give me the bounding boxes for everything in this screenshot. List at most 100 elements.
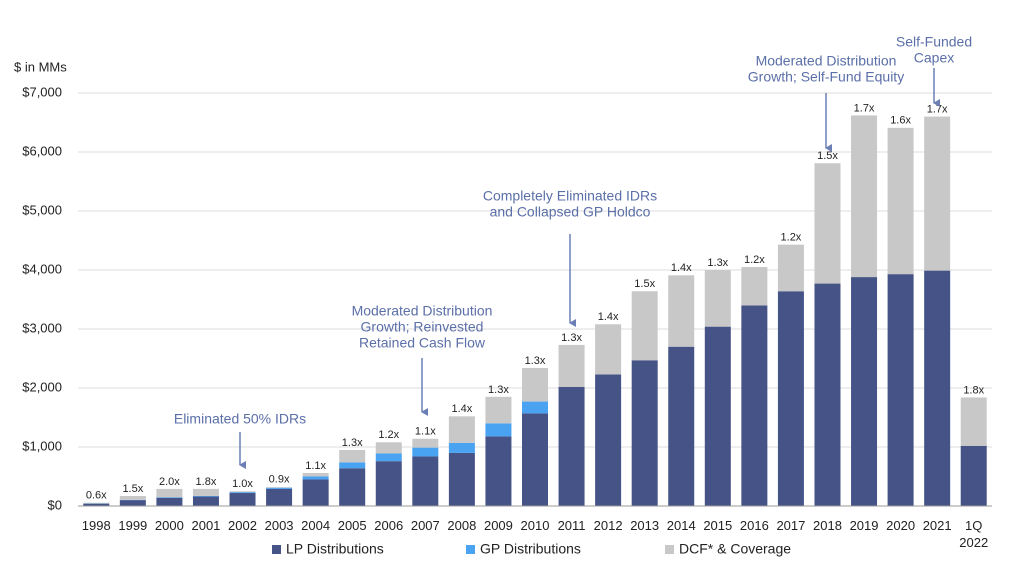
coverage-label: 1.3x <box>342 437 363 449</box>
coverage-label: 1.6x <box>890 115 911 127</box>
bar-segment <box>814 163 841 284</box>
legend-swatch <box>665 545 674 554</box>
bar-segment <box>412 438 439 448</box>
bar-segment <box>960 445 987 506</box>
coverage-label: 1.7x <box>927 104 948 116</box>
y-axis-label: $ in MMs <box>14 59 67 74</box>
bar-segment <box>339 462 366 469</box>
x-tick-label: 2010 <box>520 518 550 533</box>
bar-segment <box>83 502 110 504</box>
coverage-label: 0.6x <box>86 489 107 501</box>
x-tick-label: 2009 <box>483 518 513 533</box>
y-tick-label: $2,000 <box>22 379 62 394</box>
bar-segment <box>302 476 329 480</box>
annotation: Moderated Distribution <box>352 303 493 319</box>
bar-segment <box>375 442 402 454</box>
x-tick-label: 2013 <box>630 518 660 533</box>
bar-segment <box>302 472 329 477</box>
bar-segment <box>704 326 731 506</box>
bar-segment <box>522 367 548 402</box>
coverage-label: 1.5x <box>817 150 838 162</box>
bar-segment <box>266 488 293 506</box>
y-tick-label: $6,000 <box>22 143 62 158</box>
bar-segment <box>229 493 256 506</box>
coverage-label: 1.3x <box>707 257 728 269</box>
bar-segment <box>266 487 293 488</box>
bar-segment <box>448 416 475 443</box>
x-tick-label: 2008 <box>447 518 477 533</box>
bar-segment <box>960 397 987 446</box>
bar-segment <box>558 386 585 506</box>
bar-segment <box>595 324 622 375</box>
x-tick-label: 2011 <box>557 518 586 533</box>
bar-segment <box>777 244 804 292</box>
bar-segment <box>924 116 951 271</box>
x-tick-label: 2019 <box>849 518 879 533</box>
annotation: Completely Eliminated IDRs <box>483 188 657 204</box>
bar-segment <box>522 413 548 506</box>
coverage-label: 1.5x <box>634 278 655 290</box>
bar-segment <box>704 270 731 327</box>
x-tick-label: 2000 <box>154 518 184 533</box>
bar-segment <box>448 442 475 453</box>
bar-segment <box>412 447 439 457</box>
coverage-label: 1.1x <box>305 460 326 472</box>
bar-segment <box>229 492 256 494</box>
bar-segment <box>339 449 366 463</box>
bar-segment <box>887 274 914 506</box>
x-tick-label: 2014 <box>666 518 696 533</box>
bar-segment <box>375 461 402 506</box>
x-tick-label: 2018 <box>813 518 842 533</box>
bar-segment <box>375 453 402 462</box>
annotation: Capex <box>914 50 954 66</box>
bar-segment <box>485 396 512 424</box>
x-tick-label: 2006 <box>374 518 404 533</box>
x-tick-label: 1999 <box>118 518 148 533</box>
x-tick-label: 2015 <box>703 518 733 533</box>
bar-segment <box>412 456 439 506</box>
y-tick-label: $5,000 <box>22 202 62 217</box>
coverage-label: 1.0x <box>232 478 253 490</box>
bar-segment <box>631 360 658 506</box>
annotation: Growth; Reinvested <box>361 319 484 335</box>
bar-segment <box>777 291 804 506</box>
coverage-label: 1.1x <box>415 426 436 438</box>
bar-segment <box>814 283 841 506</box>
coverage-label: 1.3x <box>561 332 582 344</box>
legend-swatch <box>466 545 475 554</box>
y-tick-label: $1,000 <box>22 438 62 453</box>
y-tick-label: $3,000 <box>22 320 62 335</box>
x-tick-label: 2003 <box>264 518 294 533</box>
x-tick-label: 2007 <box>410 518 440 533</box>
x-tick-label: 2002 <box>228 518 257 533</box>
bar-segment <box>558 344 585 387</box>
coverage-label: 0.9x <box>269 474 290 486</box>
annotation: Eliminated 50% IDRs <box>174 411 306 427</box>
coverage-label: 1.8x <box>196 476 217 488</box>
bar-segment <box>119 500 146 506</box>
y-tick-label: $4,000 <box>22 261 62 276</box>
coverage-label: 1.2x <box>744 254 765 266</box>
bar-segment <box>192 496 219 506</box>
x-tick-label: 2017 <box>776 518 806 533</box>
annotation: Moderated Distribution <box>756 53 897 69</box>
bar-segment <box>887 127 914 275</box>
y-tick-label: $7,000 <box>22 84 62 99</box>
coverage-label: 1.5x <box>122 483 143 495</box>
bar-segment <box>156 497 183 506</box>
bar-segment <box>741 305 768 506</box>
legend-label: DCF* & Coverage <box>679 541 791 557</box>
legend-swatch <box>272 545 281 554</box>
annotation: Retained Cash Flow <box>359 335 486 351</box>
bar-segment <box>339 468 366 506</box>
coverage-label: 1.3x <box>525 355 546 367</box>
coverage-label: 1.7x <box>854 102 875 114</box>
x-tick-label: 1Q 2022 <box>959 518 989 550</box>
x-tick-label: 2001 <box>191 518 221 533</box>
x-tick-label: 2016 <box>739 518 769 533</box>
coverage-label: 1.4x <box>451 403 472 415</box>
y-tick-label: $0 <box>48 497 62 512</box>
bar-segment <box>668 275 695 347</box>
coverage-label: 1.4x <box>671 262 692 274</box>
